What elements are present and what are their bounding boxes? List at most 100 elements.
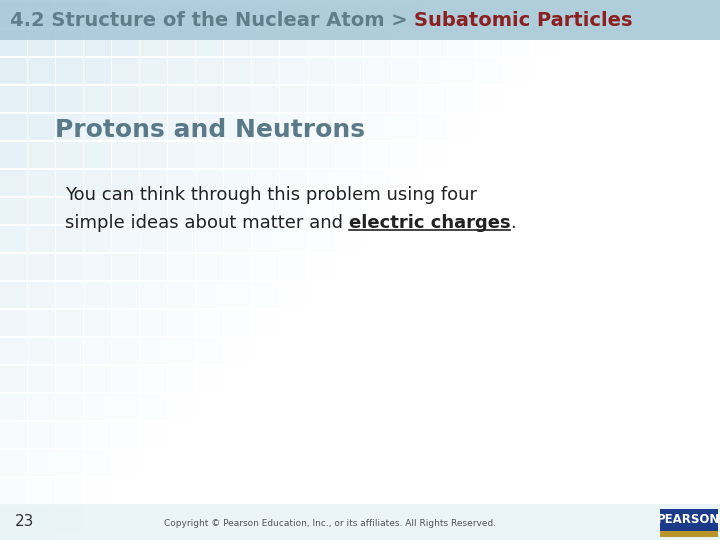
Bar bbox=[0, 141, 27, 168]
Bar bbox=[28, 170, 55, 196]
Bar bbox=[224, 141, 251, 168]
Bar bbox=[224, 281, 251, 308]
Bar bbox=[0, 0, 720, 40]
Bar bbox=[364, 57, 390, 84]
Text: Subatomic Particles: Subatomic Particles bbox=[415, 10, 633, 30]
Bar bbox=[84, 449, 110, 476]
Text: simple ideas about matter and: simple ideas about matter and bbox=[65, 214, 348, 232]
Bar bbox=[0, 281, 27, 308]
Bar bbox=[28, 422, 55, 448]
Bar bbox=[308, 226, 335, 252]
Bar bbox=[476, 30, 503, 56]
Bar bbox=[392, 170, 418, 196]
Bar bbox=[364, 113, 390, 140]
Bar bbox=[168, 141, 194, 168]
Bar bbox=[168, 113, 194, 140]
Bar bbox=[196, 141, 222, 168]
Bar bbox=[280, 57, 307, 84]
Bar bbox=[112, 394, 138, 420]
Bar bbox=[0, 253, 27, 280]
Bar bbox=[252, 30, 279, 56]
Bar bbox=[280, 281, 307, 308]
Bar bbox=[168, 338, 194, 364]
Bar bbox=[532, 30, 559, 56]
Bar bbox=[28, 226, 55, 252]
Bar bbox=[112, 253, 138, 280]
Bar bbox=[168, 30, 194, 56]
Bar bbox=[280, 30, 307, 56]
Bar bbox=[112, 309, 138, 336]
Bar bbox=[0, 57, 27, 84]
Bar bbox=[336, 85, 362, 112]
Bar bbox=[364, 141, 390, 168]
Bar bbox=[420, 85, 446, 112]
Bar bbox=[112, 2, 138, 28]
Bar bbox=[448, 85, 474, 112]
Bar bbox=[56, 505, 83, 532]
Bar bbox=[84, 141, 110, 168]
Bar bbox=[224, 338, 251, 364]
Bar bbox=[196, 57, 222, 84]
Bar bbox=[140, 57, 166, 84]
Bar bbox=[280, 170, 307, 196]
Bar bbox=[280, 2, 307, 28]
Bar bbox=[112, 449, 138, 476]
Bar bbox=[28, 30, 55, 56]
Bar bbox=[168, 85, 194, 112]
Bar bbox=[168, 394, 194, 420]
Bar bbox=[196, 253, 222, 280]
Bar bbox=[336, 170, 362, 196]
Bar bbox=[224, 198, 251, 224]
Text: You can think through this problem using four: You can think through this problem using… bbox=[65, 186, 477, 204]
Bar bbox=[224, 30, 251, 56]
Bar bbox=[84, 338, 110, 364]
Bar bbox=[364, 30, 390, 56]
Bar bbox=[56, 170, 83, 196]
Bar bbox=[252, 198, 279, 224]
Bar bbox=[84, 281, 110, 308]
Bar bbox=[308, 30, 335, 56]
Bar bbox=[56, 85, 83, 112]
Bar bbox=[140, 281, 166, 308]
Bar bbox=[140, 198, 166, 224]
Bar bbox=[504, 2, 531, 28]
Bar bbox=[0, 505, 27, 532]
Bar bbox=[392, 141, 418, 168]
Bar bbox=[168, 366, 194, 392]
Bar bbox=[448, 30, 474, 56]
Bar bbox=[420, 113, 446, 140]
Bar bbox=[308, 141, 335, 168]
Bar bbox=[0, 30, 27, 56]
Bar bbox=[196, 226, 222, 252]
Bar bbox=[28, 198, 55, 224]
Bar bbox=[0, 85, 27, 112]
Bar bbox=[84, 366, 110, 392]
Bar bbox=[168, 198, 194, 224]
Bar bbox=[168, 309, 194, 336]
Bar bbox=[168, 170, 194, 196]
Bar bbox=[168, 226, 194, 252]
Bar bbox=[28, 141, 55, 168]
Bar bbox=[140, 113, 166, 140]
Bar bbox=[252, 226, 279, 252]
Bar bbox=[168, 253, 194, 280]
Bar bbox=[140, 309, 166, 336]
Bar bbox=[56, 366, 83, 392]
Bar bbox=[392, 2, 418, 28]
Bar bbox=[504, 30, 531, 56]
Bar bbox=[252, 309, 279, 336]
Bar bbox=[84, 394, 110, 420]
Bar bbox=[336, 198, 362, 224]
Bar bbox=[28, 394, 55, 420]
Bar bbox=[140, 226, 166, 252]
Bar bbox=[112, 366, 138, 392]
Bar bbox=[84, 253, 110, 280]
Bar bbox=[112, 422, 138, 448]
Bar bbox=[280, 226, 307, 252]
Bar bbox=[196, 281, 222, 308]
Bar bbox=[28, 534, 55, 540]
Bar bbox=[660, 509, 718, 537]
Bar bbox=[84, 113, 110, 140]
Bar bbox=[280, 113, 307, 140]
Bar bbox=[28, 113, 55, 140]
